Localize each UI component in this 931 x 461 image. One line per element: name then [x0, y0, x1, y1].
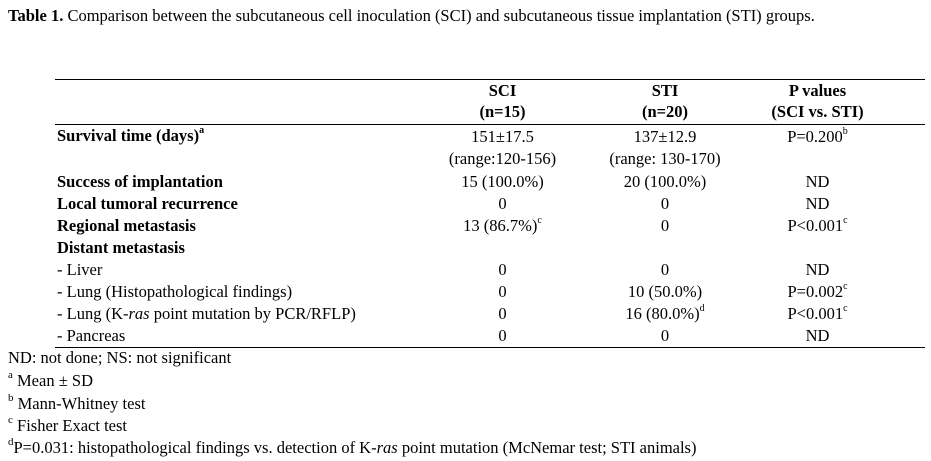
- caption-text: Comparison between the subcutaneous cell…: [67, 6, 762, 25]
- pancreas-sci: 0: [498, 326, 507, 345]
- row-label-local: Local tumoral recurrence: [57, 194, 238, 213]
- header-sti: STI: [651, 81, 679, 100]
- footnote-mark-c: c: [843, 280, 848, 292]
- caption-text-2: groups.: [765, 6, 815, 25]
- header-pvalues-sub: (SCI vs. STI): [771, 102, 864, 121]
- table-caption: Table 1. Comparison between the subcutan…: [8, 4, 923, 27]
- footnote-a: a Mean ± SD: [8, 368, 93, 390]
- survival-p: P=0.200b: [787, 125, 848, 146]
- footnote-d: dP=0.031: histopathological findings vs.…: [8, 435, 697, 457]
- survival-sci-range: (range:120-156): [448, 149, 557, 168]
- lung-hist-sci: 0: [498, 282, 507, 301]
- lung-kras-sti: 16 (80.0%)d: [625, 302, 705, 323]
- header-sci: SCI: [488, 81, 517, 100]
- footnote-mark-a: a: [199, 124, 205, 136]
- lung-hist-sti: 10 (50.0%): [627, 282, 703, 301]
- row-label-regional: Regional metastasis: [57, 216, 196, 235]
- header-sci-n: (n=15): [479, 102, 526, 121]
- regional-p: P<0.001c: [787, 214, 848, 235]
- success-p: ND: [805, 172, 830, 191]
- header-bottom-rule: [55, 124, 925, 125]
- table-top-rule: [55, 79, 925, 80]
- row-label-pancreas: - Pancreas: [57, 326, 126, 345]
- lung-kras-p: P<0.001c: [787, 302, 848, 323]
- lung-kras-sci: 0: [498, 304, 507, 323]
- table-bottom-rule: [55, 347, 925, 348]
- footnote-b: b Mann-Whitney test: [8, 391, 146, 413]
- row-label-distant: Distant metastasis: [57, 238, 185, 257]
- footnote-mark-c: c: [843, 302, 848, 314]
- row-label-lung-hist: - Lung (Histopathological findings): [57, 282, 293, 301]
- local-sci: 0: [498, 194, 507, 213]
- row-label-liver: - Liver: [57, 260, 103, 279]
- liver-sti: 0: [660, 260, 670, 279]
- pancreas-p: ND: [805, 326, 830, 345]
- table-number: Table 1.: [8, 6, 64, 25]
- footnote-mark-c: c: [843, 214, 848, 226]
- liver-sci: 0: [498, 260, 507, 279]
- survival-sti-range: (range: 130-170): [609, 149, 721, 168]
- footnote-mark-d: d: [699, 302, 705, 314]
- footnote-c: c Fisher Exact test: [8, 413, 127, 435]
- lung-hist-p: P=0.002c: [787, 280, 848, 301]
- survival-sti: 137±12.9: [633, 127, 697, 146]
- footnote-abbrev: ND: not done; NS: not significant: [8, 348, 232, 367]
- footnote-mark-b: b: [842, 125, 848, 137]
- liver-p: ND: [805, 260, 830, 279]
- success-sci: 15 (100.0%): [461, 172, 544, 191]
- local-sti: 0: [660, 194, 670, 213]
- local-p: ND: [805, 194, 830, 213]
- row-label-success: Success of implantation: [57, 172, 223, 191]
- survival-sci: 151±17.5: [471, 127, 534, 146]
- header-pvalues: P values: [788, 81, 847, 100]
- row-label-survival: Survival time (days)a: [57, 124, 205, 145]
- header-sti-n: (n=20): [641, 102, 689, 121]
- regional-sci: 13 (86.7%)c: [463, 214, 542, 235]
- success-sti: 20 (100.0%): [623, 172, 707, 191]
- row-label-lung-kras: - Lung (K-ras point mutation by PCR/RFLP…: [57, 304, 356, 323]
- footnote-mark-c: c: [537, 214, 542, 226]
- pancreas-sti: 0: [660, 326, 670, 345]
- regional-sti: 0: [660, 216, 670, 235]
